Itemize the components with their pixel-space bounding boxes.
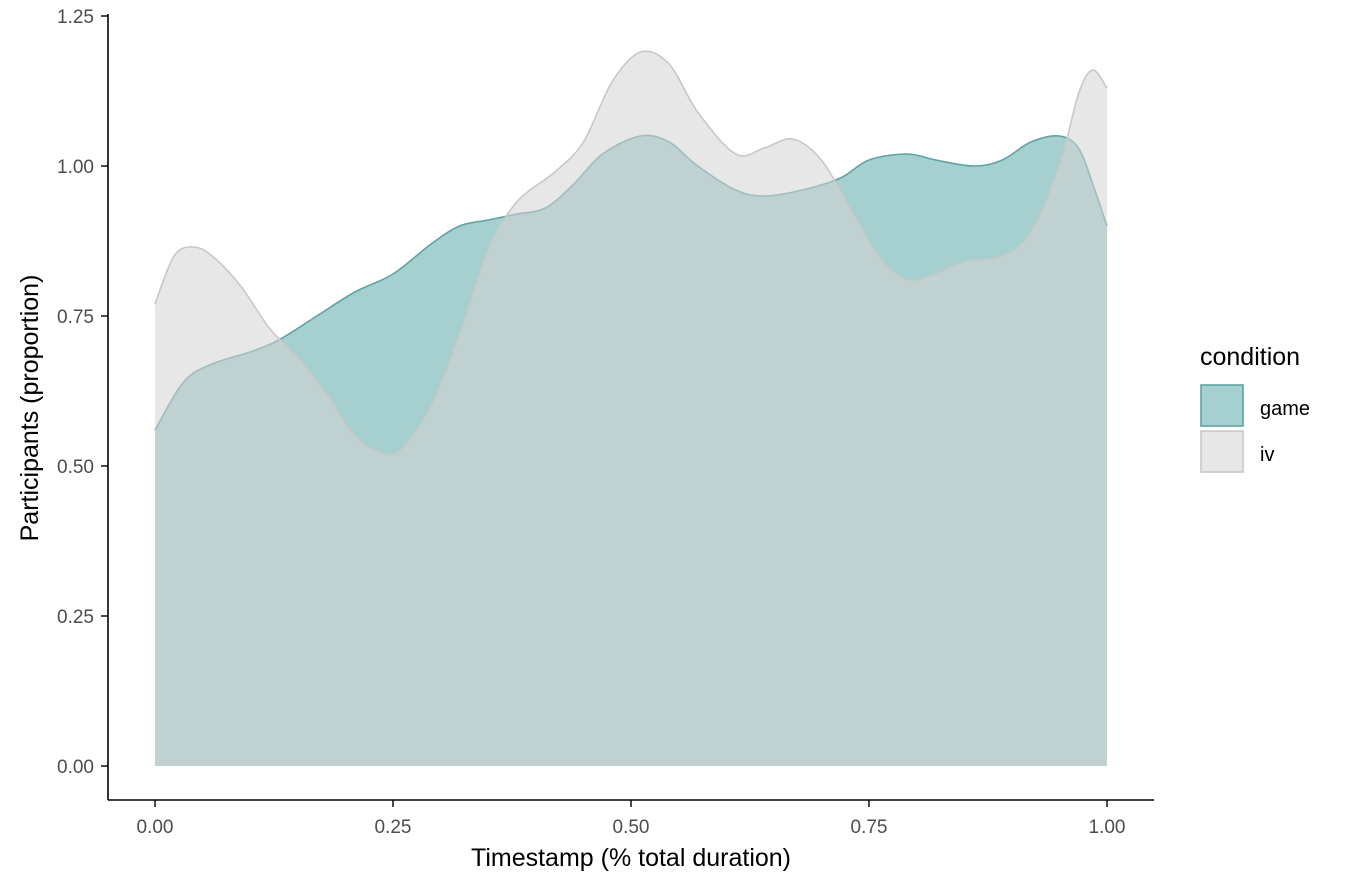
x-tick-label: 0.75 [851, 817, 888, 838]
legend-swatch-iv [1200, 430, 1244, 473]
y-ticks: 0.00 0.25 0.50 0.75 1.00 1.25 [57, 7, 108, 778]
y-tick-label: 1.25 [57, 7, 94, 28]
x-tick-label: 0.00 [137, 817, 174, 838]
y-axis-title: Participants (proportion) [16, 275, 44, 542]
x-tick-label: 1.00 [1089, 817, 1126, 838]
plot-area [154, 50, 1108, 766]
area-iv [155, 51, 1107, 766]
line-iv [154, 50, 1108, 456]
y-tick-label: 0.00 [57, 757, 94, 778]
y-tick-label: 1.00 [57, 157, 94, 178]
x-ticks: 0.00 0.25 0.50 0.75 1.00 [137, 800, 1126, 838]
legend-swatch-game [1200, 384, 1244, 427]
legend-label-iv: iv [1260, 444, 1274, 466]
x-tick-label: 0.50 [613, 817, 650, 838]
x-tick-label: 0.25 [375, 817, 412, 838]
legend: condition game iv [1200, 343, 1310, 473]
y-tick-label: 0.25 [57, 607, 94, 628]
legend-title: condition [1200, 343, 1300, 371]
y-tick-label: 0.75 [57, 307, 94, 328]
legend-label-game: game [1260, 398, 1310, 420]
x-axis-title: Timestamp (% total duration) [471, 844, 791, 872]
y-tick-label: 0.50 [57, 457, 94, 478]
